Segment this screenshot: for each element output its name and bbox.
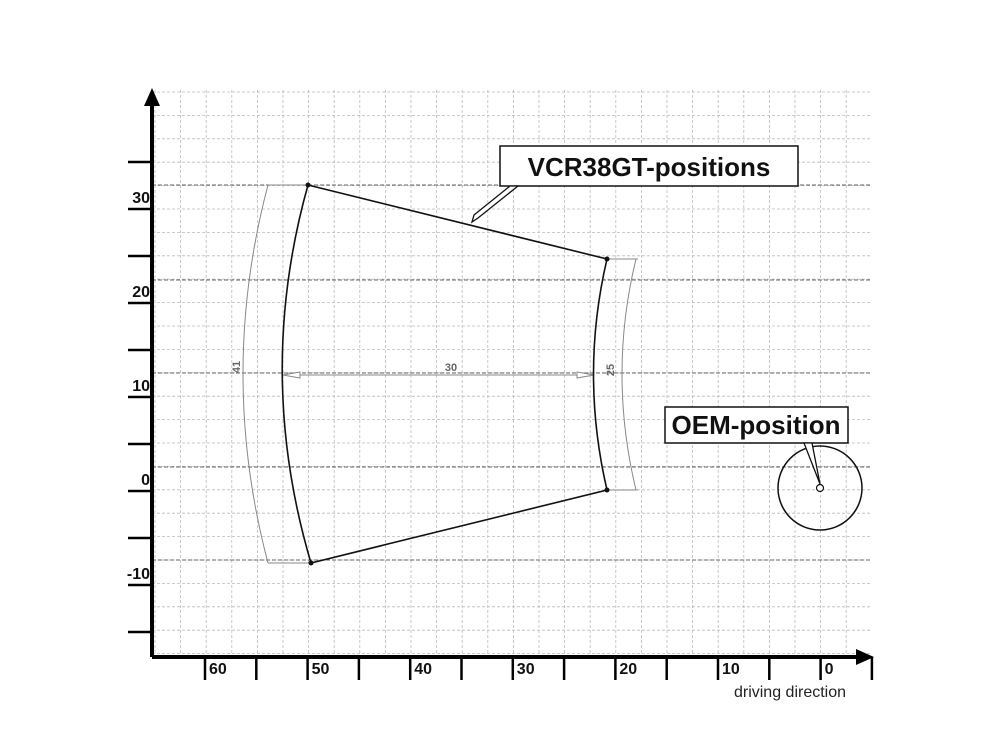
y-tick-label: 0: [141, 472, 150, 489]
oem-circle: [777, 445, 863, 531]
x-axis-arrow: [856, 649, 874, 665]
y-tick-label: -10: [127, 566, 150, 583]
oem-point: [815, 483, 825, 493]
vcr-region: [281, 184, 608, 564]
x-tick-label: 0: [825, 661, 834, 678]
y-tick-label: 10: [132, 378, 150, 395]
corner: [305, 182, 311, 188]
width-dim-label: 30: [445, 362, 457, 374]
y-tick-label: 30: [132, 190, 150, 207]
x-tick-label: 50: [312, 661, 330, 678]
x-tick-label: 20: [619, 661, 637, 678]
left-dim-label: 41: [231, 361, 243, 373]
dim-arrow: [576, 371, 595, 379]
right-dim-arc: [621, 258, 637, 491]
left-dim-arc: [242, 184, 269, 564]
dim-arrow: [282, 371, 301, 379]
vcr-callout-arrow: [470, 185, 520, 224]
y-axis-arrow: [144, 88, 160, 106]
x-axis-title: driving direction: [734, 684, 846, 701]
corner: [604, 256, 610, 262]
vcr-callout-text: VCR38GT-positions: [528, 152, 771, 182]
grid: [152, 90, 870, 655]
oem-callout-arrow: [803, 442, 821, 485]
oem-callout-text: OEM-position: [672, 410, 841, 440]
corner: [604, 487, 610, 493]
vcr-callout-box: [499, 145, 799, 187]
dimensions: [242, 184, 638, 564]
y-tick-label: 20: [132, 284, 150, 301]
x-tick-label: 30: [517, 661, 535, 678]
oem-callout-box: [664, 406, 849, 444]
x-tick-label: 10: [722, 661, 740, 678]
x-tick-label: 60: [209, 661, 227, 678]
x-tick-label: 40: [414, 661, 432, 678]
right-dim-label: 25: [605, 364, 617, 376]
corner: [308, 560, 314, 566]
corner-points: [305, 182, 610, 566]
axis-ticks: 60 50 40 30 20 10 0 30 20 10 0 -10: [127, 160, 874, 680]
